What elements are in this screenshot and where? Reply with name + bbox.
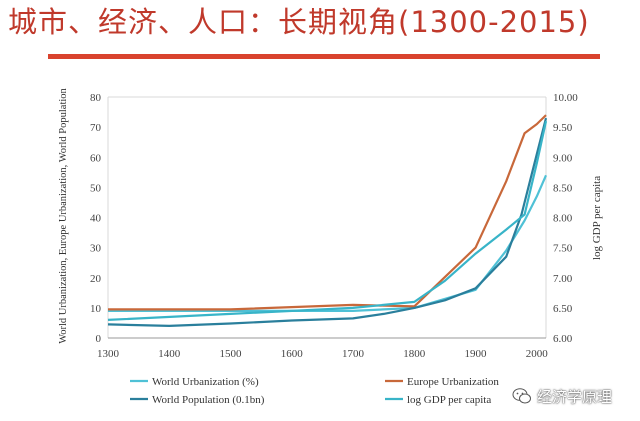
y2-tick-label: 8.50 <box>553 182 573 194</box>
watermark: 经济学原理 <box>512 384 612 408</box>
series-line-world-population-0-1bn <box>107 117 548 327</box>
y-tick-label: 40 <box>90 213 102 225</box>
y2-tick-labels: 6.00 6.50 7.00 7.50 8.00 8.50 9.00 9.50 10.00 <box>553 92 578 345</box>
y-tick-label: 0 <box>96 333 102 345</box>
y2-tick-label: 8.00 <box>553 213 573 225</box>
watermark-text: 经济学原理 <box>537 387 613 406</box>
y-tick-label: 50 <box>90 182 102 194</box>
legend-label: log GDP per capita <box>407 394 491 406</box>
y2-tick-label: 7.00 <box>553 273 573 285</box>
y-tick-label: 80 <box>90 92 102 104</box>
series-lines <box>107 114 548 327</box>
y2-tick-label: 6.00 <box>553 333 573 345</box>
y2-tick-label: 9.00 <box>553 152 573 164</box>
wechat-icon <box>512 388 531 404</box>
y2-tick-label: 6.50 <box>553 303 573 315</box>
y2-tick-label: 10.00 <box>553 92 578 104</box>
page-title: 城市、经济、人口：长期视角(1300-2015) <box>8 5 590 39</box>
x-tick-label: 1800 <box>403 348 426 360</box>
y-tick-label: 10 <box>90 303 102 315</box>
y-tick-labels: 0 10 20 30 40 50 60 70 80 <box>90 92 102 345</box>
legend-label: World Population (0.1bn) <box>152 394 265 406</box>
x-tick-label: 1300 <box>97 348 120 360</box>
series-line-world-urbanization <box>108 174 548 312</box>
x-tick-label: 1500 <box>220 348 243 360</box>
x-tick-label: 1600 <box>281 348 304 360</box>
title-divider <box>48 54 600 59</box>
x-tick-label: 1400 <box>158 348 181 360</box>
series-line-europe-urbanization <box>108 114 547 311</box>
x-tick-label: 1900 <box>465 348 488 360</box>
x-tick-label: 2000 <box>526 348 549 360</box>
y-tick-label: 60 <box>90 152 102 164</box>
legend-label: World Urbanization (%) <box>152 376 259 388</box>
y-tick-label: 30 <box>90 243 102 255</box>
y-tick-label: 70 <box>90 122 102 134</box>
y-axis-label: World Urbanization, Europe Urbanization,… <box>58 87 69 343</box>
x-tick-labels: 1300 1400 1500 1600 1700 1800 1900 2000 <box>97 348 548 360</box>
series-line-log-gdp-per-capita <box>107 120 548 321</box>
y2-axis-label: log GDP per capita <box>591 176 603 260</box>
legend: World Urbanization (%) Europe Urbanizatio… <box>130 376 499 406</box>
y2-tick-label: 7.50 <box>553 243 573 255</box>
legend-label: Europe Urbanization <box>407 376 499 388</box>
y2-tick-label: 9.50 <box>553 122 573 134</box>
x-tick-label: 1700 <box>342 348 365 360</box>
y-tick-label: 20 <box>90 273 102 285</box>
